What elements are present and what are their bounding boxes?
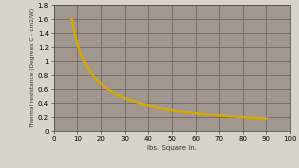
X-axis label: lbs. Square In.: lbs. Square In. [147,145,197,151]
Y-axis label: Thermal resistance (Degrees C - cm2/W): Thermal resistance (Degrees C - cm2/W) [30,8,35,128]
